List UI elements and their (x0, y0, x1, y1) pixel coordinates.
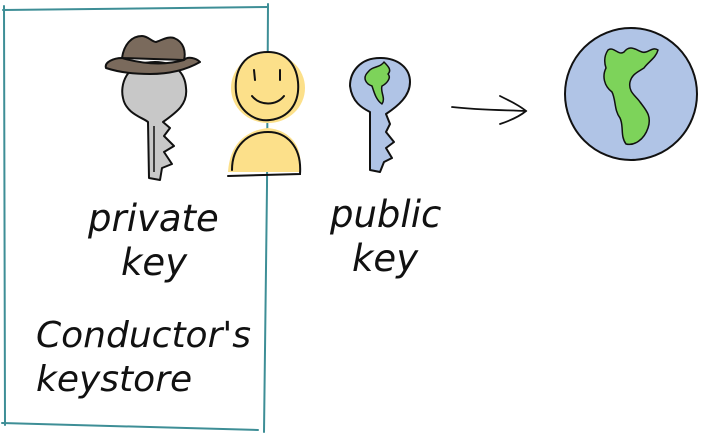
keystore-subtitle: keystore (36, 359, 193, 400)
private-key-icon (121, 61, 188, 181)
arrow-icon (451, 95, 528, 125)
private-key-label-key: key (121, 241, 188, 284)
keystore-title: Conductor's (36, 315, 252, 356)
person-icon (227, 50, 305, 177)
public-key-label: public (330, 193, 442, 236)
public-key-label-key: key (352, 237, 419, 280)
cowboy-hat-icon (104, 35, 201, 75)
public-key-icon (349, 57, 411, 173)
private-key-label: private (88, 197, 219, 240)
keystore-box (1, 3, 269, 433)
globe-icon (564, 27, 698, 161)
